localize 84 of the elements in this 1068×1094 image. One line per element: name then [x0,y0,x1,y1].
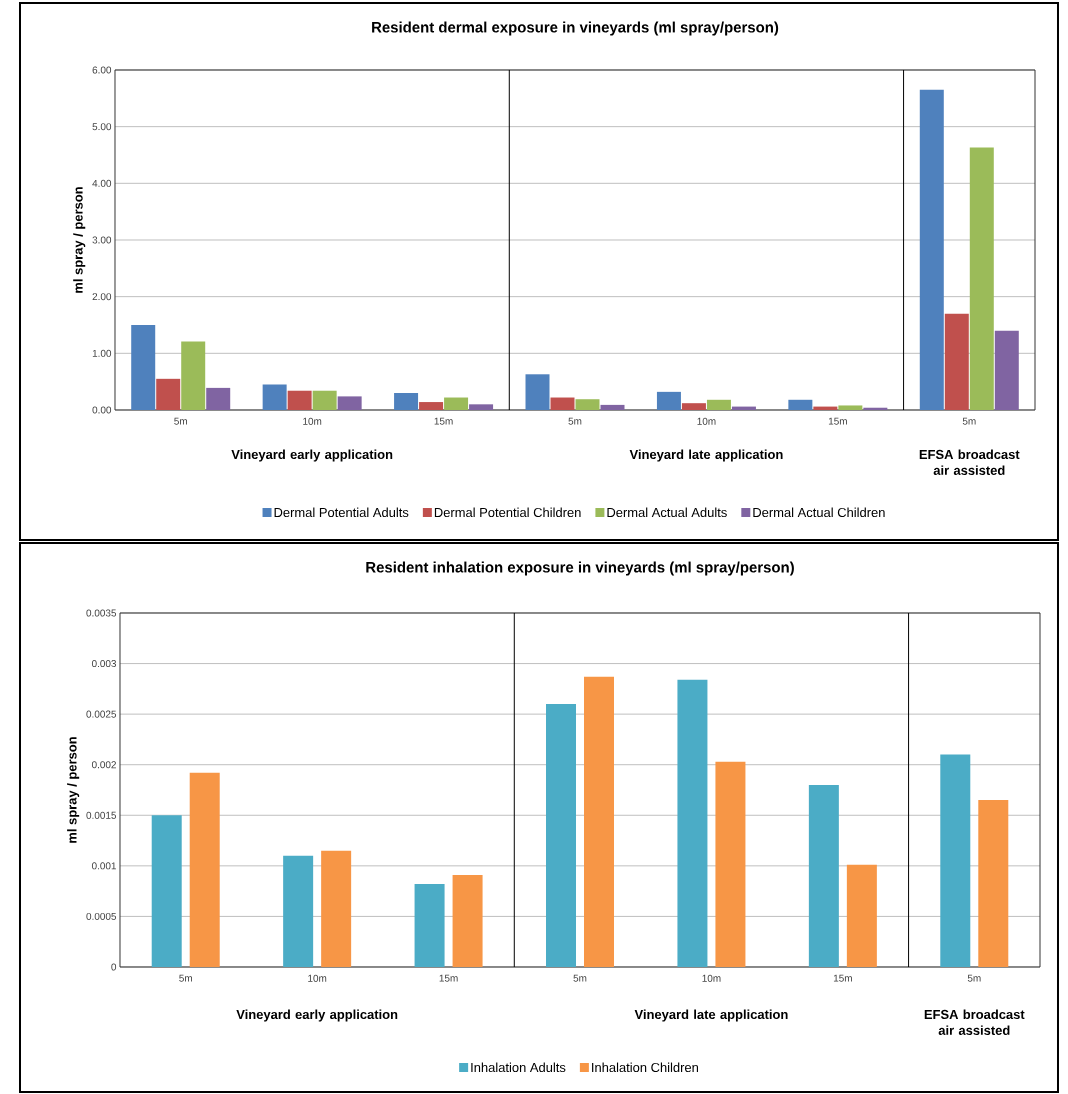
bar [681,403,706,410]
bar [584,676,614,967]
bar [414,884,445,967]
bar [677,679,708,967]
y-tick-label: 1.00 [92,349,112,357]
bar [131,324,156,410]
bar [940,754,971,967]
x-tick-label: 15m [439,974,458,982]
bar [575,399,600,410]
bar [287,390,312,410]
x-tick-label: 10m [303,417,322,425]
y-tick-label: 0.0025 [86,710,117,718]
x-tick-label: 5m [967,974,981,982]
bar [994,330,1019,410]
x-tick-label: 10m [308,974,327,982]
legend-label: Dermal Actual Adults [607,507,727,518]
text: Vineyard early application [231,449,393,462]
bar [419,402,444,410]
x-tick-label: 10m [702,974,721,982]
bar [181,341,206,410]
bar [715,761,746,967]
bar [156,378,181,410]
bar [151,815,182,967]
legend-label: Inhalation Children [592,1062,698,1073]
bar [978,800,1009,967]
chart-title: Resident inhalation exposure in vineyards (ml spray/person) [366,561,794,576]
y-tick-label: 0 [111,963,117,971]
bar [846,864,877,967]
y-tick-label: 2.00 [92,293,112,301]
x-tick-label: 5m [573,974,587,982]
y-tick-label: 0.003 [91,660,117,668]
y-tick-label: 0.00 [92,406,112,414]
bar [206,387,231,410]
x-tick-label: 5m [962,417,976,425]
y-tick-label: 5.00 [92,123,112,131]
text: Vineyard late application [634,1009,788,1022]
bar [550,397,575,410]
y-tick-label: 0.002 [91,761,116,769]
bar [788,399,813,410]
y-tick-label: 6.00 [92,66,112,74]
bar [600,404,625,410]
bar [321,850,352,967]
y-tick-label: 4.00 [92,179,112,187]
y-tick-label: 0.0035 [86,609,117,617]
text: EFSA broadcast air assisted [919,449,1020,475]
text: EFSA broadcast air assisted [924,1009,1025,1035]
bar [283,855,314,967]
x-tick-label: 15m [434,417,453,425]
legend-label: Dermal Potential Adults [274,507,409,518]
y-tick-label: 0.001 [91,862,116,870]
y-tick-label: 3.00 [92,236,112,244]
x-tick-label: 15m [833,974,852,982]
bar [452,874,483,967]
text: Vineyard late application [629,449,783,462]
bar [262,384,287,410]
bar [394,392,419,410]
x-tick-label: 5m [568,417,582,425]
bar [469,404,494,410]
bar [969,147,994,410]
bar [444,397,469,410]
bar [656,391,681,410]
y-tick-label: 0.0005 [86,912,117,920]
bar [944,313,969,410]
x-tick-label: 10m [697,417,716,425]
bar [808,784,839,967]
x-tick-label: 5m [179,974,192,982]
bar [312,390,337,410]
x-tick-label: 5m [174,417,187,425]
bar [838,405,863,410]
y-axis-title: ml spray / person [73,187,86,293]
x-tick-label: 15m [828,417,847,425]
legend-label: Dermal Actual Children [753,507,885,518]
bar [546,704,576,967]
y-tick-label: 0.0015 [86,811,117,819]
bar [189,772,220,967]
bar [525,374,550,410]
y-axis-title: ml spray / person [67,737,80,843]
text: Vineyard early application [236,1009,398,1022]
bar [706,399,731,410]
bar [337,396,362,410]
chart-title: Resident dermal exposure in vineyards (ml spray/person) [372,21,779,36]
legend-label: Inhalation Adults [471,1062,566,1073]
bar [919,89,944,410]
legend-label: Dermal Potential Children [434,507,581,518]
